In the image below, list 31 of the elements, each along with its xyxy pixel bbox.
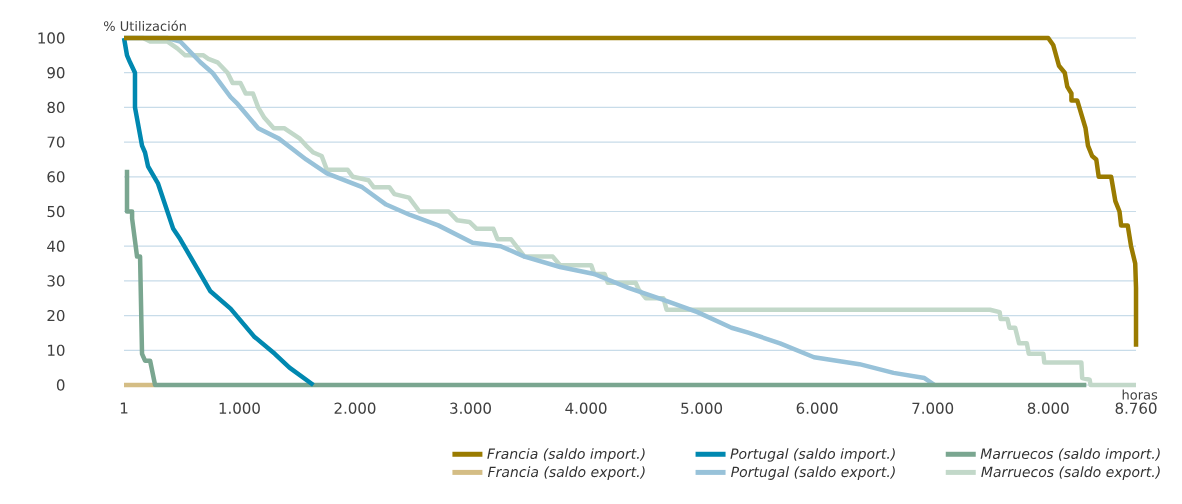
legend-label: Francia (saldo import.) [487,448,645,462]
x-tick-label: 6.000 [796,402,838,414]
x-tick-label: 4.000 [565,402,607,414]
x-tick-label: 2.000 [334,402,376,414]
line-series [121,35,316,388]
x-tick-label: 5.000 [681,402,723,414]
y-axis-title: % Utilización [103,20,186,31]
legend-label: Marruecos (saldo export.) [981,466,1160,480]
legend-label: Francia (saldo export.) [487,466,645,480]
y-tick-label: 10 [48,344,65,356]
x-tick-label: 1.000 [219,402,260,414]
y-tick-label: 30 [47,275,65,287]
y-tick-label: 50 [47,205,65,218]
x-tick-label: 8.000 [1027,402,1069,414]
y-tick-label: 0 [56,379,65,391]
line-series [124,167,1089,388]
x-tick-label: 3.000 [450,402,491,414]
x-axis-title: horas [1122,389,1158,400]
y-tick-label: 20 [47,309,65,322]
x-tick-label: 7.000 [912,402,954,414]
x-tick-label: 1 [120,402,128,414]
y-tick-label: 90 [47,67,65,79]
legend-label: Portugal (saldo import.) [730,448,895,462]
y-tick-label: 70 [47,136,65,148]
y-tick-label: 80 [47,101,65,114]
legend-label: Marruecos (saldo import.) [980,448,1160,462]
y-tick-label: 100 [38,32,65,44]
y-tick-label: 60 [47,171,65,183]
y-tick-label: 40 [47,240,65,252]
x-tick-label: 8.760 [1115,402,1157,414]
legend-label: Portugal (saldo export.) [731,466,895,480]
